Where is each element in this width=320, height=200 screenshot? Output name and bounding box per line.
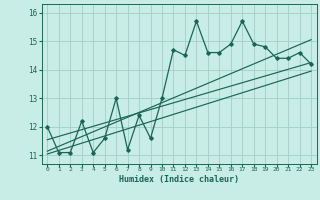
- X-axis label: Humidex (Indice chaleur): Humidex (Indice chaleur): [119, 175, 239, 184]
